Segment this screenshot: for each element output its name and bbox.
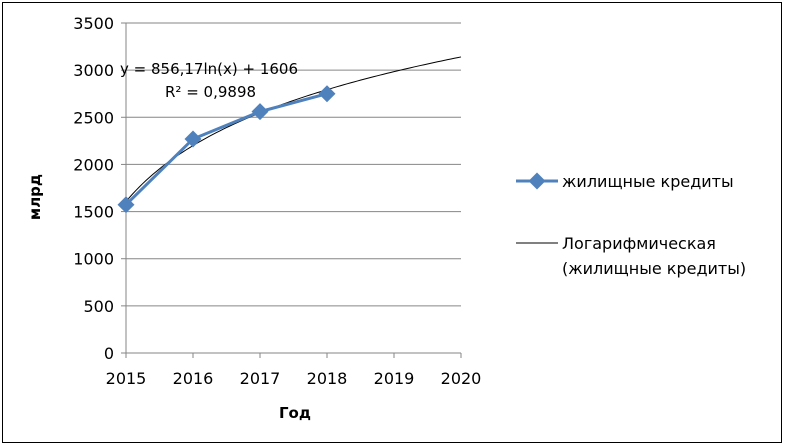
x-tick-labels: 2015 2016 2017 2018 2019 2020: [106, 369, 482, 388]
x-tick-label: 2017: [240, 369, 281, 388]
series-point: [117, 196, 135, 214]
y-tick-label: 3500: [73, 14, 114, 33]
x-tick-label: 2020: [441, 369, 482, 388]
trendline-curve: [125, 56, 462, 202]
y-tick-label: 3000: [73, 61, 114, 80]
x-axis-title: Год: [279, 404, 311, 422]
y-axis-title: млрд: [26, 174, 44, 220]
y-tick-label: 2500: [73, 108, 114, 127]
y-tick-labels: 0 500 1000 1500 2000 2500 3000 3500: [73, 14, 114, 363]
x-tick-label: 2018: [307, 369, 348, 388]
series-group: [117, 85, 336, 214]
series-line: [124, 92, 328, 206]
series-point: [184, 130, 202, 148]
y-tick-label: 500: [83, 297, 114, 316]
y-tick-label: 1000: [73, 250, 114, 269]
chart-frame: [2, 2, 782, 443]
series-point: [251, 103, 269, 121]
trendline-r-squared: R² = 0,9898: [165, 83, 256, 101]
y-tick-label: 0: [104, 344, 114, 363]
x-tick-label: 2015: [106, 369, 147, 388]
legend-trendline-label-line2: (жилищные кредиты): [562, 259, 746, 278]
y-tick-label: 1500: [73, 203, 114, 222]
legend-trendline-label-line1: Логарифмическая: [562, 234, 716, 253]
trendline-group: [125, 56, 462, 202]
legend-series-marker: [528, 172, 546, 190]
legend-series-label: жилищные кредиты: [562, 172, 734, 191]
x-tick-label: 2016: [173, 369, 214, 388]
trendline-equation: y = 856,17ln(x) + 1606: [120, 60, 298, 78]
x-tick-label: 2019: [374, 369, 415, 388]
legend: жилищные кредиты Логарифмическая (жилищн…: [516, 172, 746, 278]
axes: [121, 22, 462, 358]
y-tick-label: 2000: [73, 155, 114, 174]
series-point: [318, 85, 336, 103]
